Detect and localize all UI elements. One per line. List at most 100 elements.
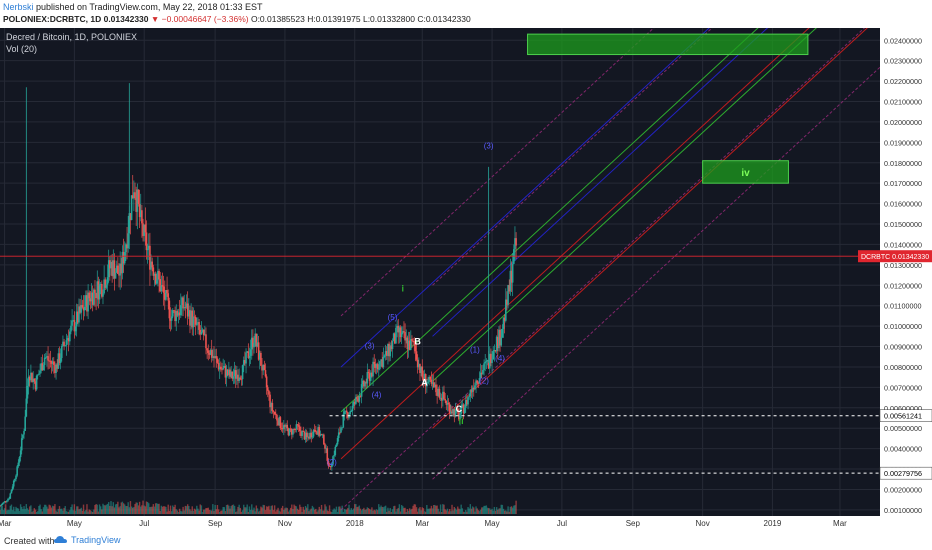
candle-body [261, 365, 263, 371]
candle-body [248, 355, 251, 358]
candle-body [310, 432, 313, 438]
volume-bar [289, 507, 292, 514]
candle-body [493, 350, 496, 352]
candle-body [105, 284, 108, 288]
volume-bar [445, 510, 447, 514]
volume-bar [183, 510, 185, 514]
x-axis-labels: Mar May Jul Sep Nov 2018 Mar May Jul Sep Nov 2019 Ma… [0, 519, 847, 528]
candle-body [226, 369, 229, 376]
candle-body [23, 430, 25, 435]
volume-bar [334, 509, 336, 514]
volume-bar [180, 510, 182, 514]
candle-body [397, 325, 400, 333]
candle-body [315, 431, 317, 433]
volume-bar [348, 504, 350, 514]
volume-bar [140, 506, 142, 514]
volume-bar [357, 506, 359, 514]
volume-bar [112, 502, 114, 514]
tradingview-brand[interactable]: TradingView [54, 533, 121, 547]
volume-bar [1, 505, 3, 514]
candle-body [440, 397, 443, 401]
volume-bar [243, 504, 245, 514]
y-tick-label: 0.00600000 [884, 404, 922, 413]
x-tick-label: Sep [626, 519, 641, 528]
volume-bar [122, 503, 125, 514]
candle-body [166, 290, 168, 294]
candle-body [427, 381, 429, 384]
candle-body [200, 331, 203, 335]
candle-body [316, 431, 318, 435]
candle-body [340, 427, 342, 433]
volume-bar [49, 505, 52, 514]
volume-bar [217, 509, 220, 514]
candle-body [349, 411, 351, 415]
candle-body [94, 289, 96, 293]
candle-body [245, 352, 247, 364]
volume-bar [511, 507, 514, 514]
volume-bar [152, 504, 155, 514]
candle-body [420, 366, 422, 374]
volume-bar [101, 509, 103, 514]
volume-bar [486, 507, 489, 514]
volume-bar [110, 501, 112, 514]
volume-bar [408, 508, 411, 514]
author-link[interactable]: Nerbski [3, 2, 34, 12]
candle-body [460, 406, 462, 414]
candle-body [22, 434, 24, 439]
candle-body [99, 284, 102, 285]
candle-body [224, 365, 227, 378]
volume-bar [54, 504, 56, 514]
volume-bar [452, 510, 454, 514]
candle-body [112, 260, 115, 277]
volume-bar [251, 504, 253, 514]
time-axis[interactable] [0, 516, 880, 530]
volume-bar [303, 509, 306, 514]
candle-body [445, 400, 448, 405]
candle-body [376, 364, 379, 370]
volume-bar [108, 502, 110, 514]
candle-body [193, 316, 196, 318]
volume-bar [497, 509, 499, 514]
candle-body [299, 426, 301, 432]
candles [0, 83, 517, 507]
volume-bar [156, 503, 158, 514]
volume-bar [288, 510, 291, 514]
candle-body [270, 402, 273, 408]
volume-bar [150, 506, 152, 514]
candle-body [365, 382, 367, 384]
volume-bar [383, 506, 386, 514]
volume-bar [159, 511, 161, 514]
volume-bar [275, 511, 277, 514]
volume-bar [299, 504, 301, 514]
y-tick-label: 0.01200000 [884, 281, 922, 290]
volume-bar [73, 504, 76, 514]
volume-bar [121, 501, 124, 514]
volume-bar [347, 507, 349, 514]
candle-body [185, 303, 188, 308]
volume-bar [335, 506, 338, 514]
candle-body [98, 284, 101, 300]
volume-bar [370, 509, 372, 514]
candle-body [482, 369, 484, 374]
x-tick-label: Nov [696, 519, 710, 528]
wave-label: i [402, 283, 405, 293]
candle-body [202, 329, 205, 336]
price-chart[interactable]: iv (3) i (5) (3) (4) B A Cii (1) (2) (4) (2) Decred… [0, 28, 932, 530]
volume-bar [45, 504, 47, 514]
candle-body [479, 372, 482, 379]
volume-bar [294, 505, 296, 514]
volume-bar [363, 507, 365, 514]
candle-body [174, 310, 176, 322]
candle-body [357, 398, 359, 402]
y-tick-label: 0.00900000 [884, 343, 922, 352]
volume-bar [61, 508, 63, 514]
candle-body [181, 297, 183, 306]
candle-body [422, 377, 425, 381]
y-tick-label: 0.00200000 [884, 485, 922, 494]
volume-bar [418, 508, 420, 514]
volume-bar [265, 506, 268, 514]
candle-body [437, 388, 440, 396]
price-axis[interactable] [880, 28, 932, 530]
volume-bar [0, 510, 1, 514]
